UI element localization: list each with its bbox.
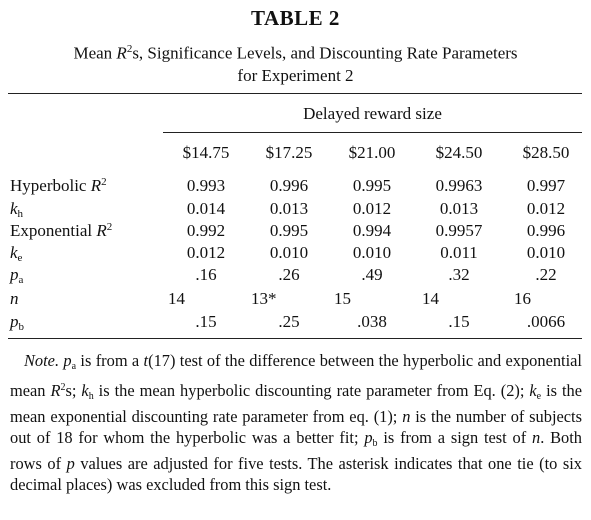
table-cell: 0.995 [330,176,414,196]
table-cell: 0.995 [247,221,331,241]
table-cell: 14 [168,289,252,309]
table-cell: 14 [422,289,506,309]
table-cell: .15 [417,312,501,332]
row-label: Exponential R2 [10,221,112,241]
table-cell: 0.993 [164,176,248,196]
table-cell: 0.014 [164,199,248,219]
spanner-rule [163,132,582,133]
table-cell: 0.9957 [417,221,501,241]
column-header: $24.50 [417,143,501,163]
table-cell: 0.012 [330,199,414,219]
table-cell: 0.997 [504,176,588,196]
row-label: n [10,289,19,309]
caption-line-2: for Experiment 2 [0,65,591,87]
table-cell: 0.013 [247,199,331,219]
table-cell: 16 [514,289,591,309]
column-header: $14.75 [164,143,248,163]
table-caption: Mean R2s, Significance Levels, and Disco… [0,38,591,87]
table-cell: 0.013 [417,199,501,219]
table-cell: 13* [251,289,335,309]
column-header: $17.25 [247,143,331,163]
table-cell: 15 [334,289,418,309]
table-cell: 0.010 [504,243,588,263]
table-cell: .22 [504,265,588,285]
bottom-rule [8,338,582,339]
table-cell: 0.010 [330,243,414,263]
table-cell: 0.994 [330,221,414,241]
table-cell: .15 [164,312,248,332]
row-label: ke [10,243,22,264]
row-label: kh [10,199,23,220]
table-cell: 0.012 [504,199,588,219]
top-rule [8,93,582,94]
column-spanner: Delayed reward size [163,104,582,124]
column-header: $28.50 [504,143,588,163]
table-title: TABLE 2 [0,6,591,31]
column-header: $21.00 [330,143,414,163]
table-cell: 0.992 [164,221,248,241]
caption-line-1: Mean R2s, Significance Levels, and Disco… [0,38,591,65]
table-cell: 0.996 [504,221,588,241]
row-label: pa [10,265,23,286]
table-cell: .25 [247,312,331,332]
table-cell: .49 [330,265,414,285]
table-cell: .26 [247,265,331,285]
table-cell: 0.012 [164,243,248,263]
table-cell: .0066 [504,312,588,332]
table-cell: 0.010 [247,243,331,263]
table-note: Note. pa is from a t(17) test of the dif… [10,351,582,496]
table-cell: 0.996 [247,176,331,196]
row-label: pb [10,312,24,333]
row-label: Hyperbolic R2 [10,176,107,196]
table-cell: .038 [330,312,414,332]
table-cell: 0.9963 [417,176,501,196]
table-cell: 0.011 [417,243,501,263]
table-cell: .16 [164,265,248,285]
table-cell: .32 [417,265,501,285]
